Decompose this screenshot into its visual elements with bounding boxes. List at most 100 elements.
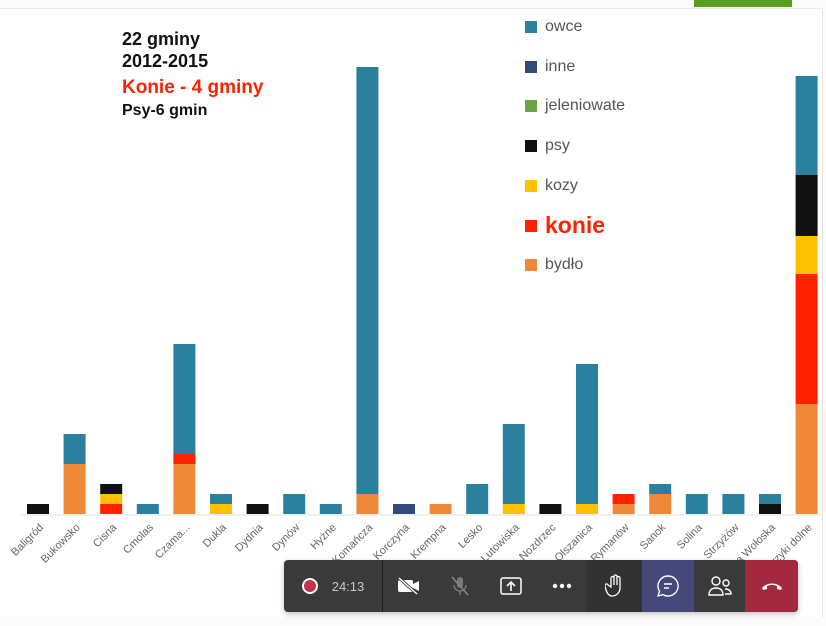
bar-segment-bydło [356,494,379,514]
legend-swatch [525,219,537,232]
bar-segment-owce [759,494,781,504]
bar-segment-owce [319,504,342,514]
bar-segment-owce [136,504,159,514]
legend-item-inne: inne [525,58,575,76]
mic-off-icon [450,576,469,596]
bar-segment-konie [100,504,123,514]
x-tick-label: Korczyna [371,521,413,563]
x-tick-label: Sanok [638,521,669,552]
legend-item-owce: owce [525,18,582,36]
bar-segment-owce [795,76,818,175]
share-icon [499,577,522,595]
legend-label: bydło [545,256,584,273]
legend-item-psy: psy [525,137,570,155]
legend-label: owce [545,18,583,35]
bar-segment-owce [356,67,379,494]
camera-toggle-button[interactable] [383,560,434,612]
participants-icon [707,576,732,596]
chat-button[interactable] [642,560,694,612]
legend-label: konie [545,212,606,238]
bar-segment-bydło [795,404,818,514]
bar-segment-owce [502,424,525,504]
x-tick-label: Dydnia [233,521,266,554]
share-screen-button[interactable] [485,560,536,612]
legend-label: inne [545,58,576,75]
participants-button[interactable] [694,560,745,612]
bar-segment-kozy [100,494,123,504]
legend-swatch [525,61,537,73]
bar-segment-psy [100,484,123,494]
legend-item-jeleniowate: jeleniowate [525,97,625,115]
mic-toggle-button[interactable] [434,560,485,612]
legend-swatch [525,100,537,112]
legend-label: kozy [545,177,578,194]
legend-swatch [525,140,537,152]
legend-swatch [525,21,537,33]
x-tick-label: Czama... [153,522,193,562]
x-tick-label: Cmolas [121,521,156,556]
x-tick-label: Bukowsko [39,522,83,566]
x-tick-label: Solina [675,521,706,552]
legend-label: jeleniowate [545,97,626,114]
bar-segment-konie [612,494,635,504]
x-tick-label: Lesko [456,522,485,551]
x-tick-label: Cisna [91,521,120,550]
bar-segment-bydło [63,464,86,514]
presenter-indicator [694,0,792,7]
legend-swatch [525,180,537,192]
legend-item-kozy: kozy [525,177,578,195]
bar-segment-bydło [173,464,196,514]
bar-segment-kozy [576,504,598,514]
bar-segment-psy [759,504,781,514]
slide-title-psy: Psy-6 gmin [122,102,208,119]
bar-segment-psy [246,504,269,514]
bar-segment-psy [27,504,49,514]
bar-segment-bydło [612,504,635,514]
bar-segment-owce [210,494,232,504]
x-tick-label: Krempna [409,521,450,562]
bar-segment-konie [173,454,196,464]
record-icon [301,578,318,594]
bar-segment-owce [685,494,708,514]
bar-segment-owce [649,484,672,494]
meeting-timer: 24:13 [331,578,365,594]
meeting-toolbar: 24:13 [284,560,798,612]
x-tick-label: Dukla [201,521,230,550]
camera-off-icon [397,577,419,595]
bar-segment-bydło [649,494,672,514]
bar-segment-psy [539,504,562,514]
bar-segment-owce [63,434,86,464]
bar-segment-owce [283,494,306,514]
bar-segment-kozy [210,504,232,514]
legend-item-bydło: bydło [525,256,583,274]
bar-segment-psy [795,175,818,236]
legend-item-konie: konie [525,212,605,239]
slide-title-1: 22 gminy [122,29,201,49]
raise-hand-button[interactable] [587,560,642,612]
bar-segment-inne [393,504,415,514]
x-tick-label: Hyżne [308,522,339,553]
slide-title-2: 2012-2015 [122,51,209,71]
x-tick-label: Baligród [9,522,46,559]
bar-segment-owce [576,364,598,504]
bar-segment-bydło [429,504,452,514]
hang-up-icon [761,583,782,590]
more-icon [552,583,571,589]
bar-segment-konie [795,274,818,404]
x-tick-label: Lutowiska [479,521,523,565]
bar-segment-owce [466,484,489,514]
bar-segment-kozy [795,236,818,274]
more-options-button[interactable] [536,560,587,612]
legend-swatch [525,259,537,271]
chat-icon [656,575,679,598]
slide-title-konie: Konie - 4 gminy [122,77,264,98]
bar-segment-kozy [502,504,525,514]
recording-indicator: 24:13 [284,560,383,612]
bar-segment-owce [722,494,745,514]
x-tick-label: Dynów [270,522,302,554]
x-tick-label: Rymanów [589,522,632,565]
hand-icon [604,574,621,597]
legend-label: psy [545,137,570,154]
leave-call-button[interactable] [745,560,798,612]
